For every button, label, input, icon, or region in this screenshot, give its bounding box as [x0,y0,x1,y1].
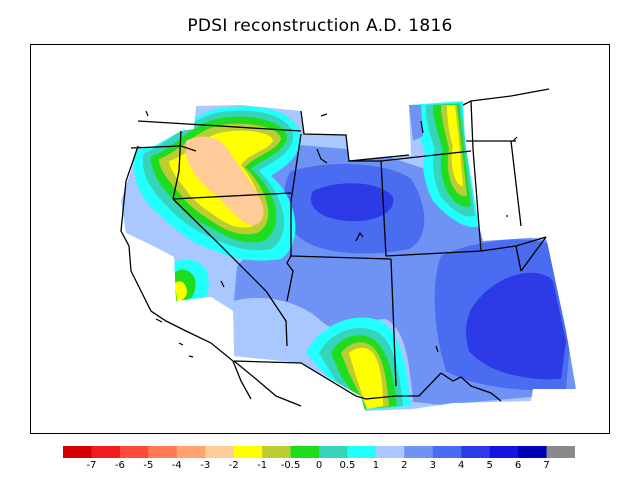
legend-swatch [518,446,548,458]
legend-swatch [319,446,348,458]
legend-tick-label: 4 [458,460,465,471]
legend-tick-label: -3 [200,460,211,471]
legend-swatch [91,446,121,458]
legend-swatch [375,446,405,458]
legend-swatches [63,446,575,458]
legend-tick-label: 7 [543,460,550,471]
legend-tick-label: 3 [429,460,436,471]
legend-tick-label: 1 [372,460,380,471]
color-legend-ticks: -7 -6 -5 -4 -3 -2 -1 -0.5 0 0.5 1 2 3 4 5 6 7 [63,460,575,474]
map-title: PDSI reconstruction A.D. 1816 [187,16,453,36]
legend-swatch [290,446,320,458]
legend-tick-label: 2 [401,460,408,471]
legend-swatch [148,446,178,458]
legend-tick-label: -7 [86,460,97,471]
legend-swatch [233,446,263,458]
state-boundaries [120,88,550,407]
legend-swatch [489,446,519,458]
legend-swatch [176,446,206,458]
legend-swatch [262,446,292,458]
color-legend-bar [63,446,575,458]
legend-tick-label: -6 [114,460,125,471]
legend-tick-label: -4 [171,460,182,471]
legend-tick-label: 0 [315,460,323,471]
legend-tick-label: 5 [486,460,493,471]
legend-tick-label: -2 [228,460,239,471]
legend-tick-label: 6 [514,460,522,471]
pdsi-map [120,88,576,411]
legend-swatch [461,446,491,458]
map-panel [30,44,610,434]
legend-swatch [205,446,235,458]
pdsi-field [121,101,576,411]
legend-swatch [119,446,149,458]
legend-tick-label: 0.5 [339,460,356,471]
legend-swatch [546,446,575,458]
legend-tick-label: -0.5 [280,460,301,471]
legend-tick-label: -5 [143,460,154,471]
legend-swatch [404,446,434,458]
lakes [145,110,518,358]
legend-tick-label: -1 [257,460,268,471]
legend-swatch [63,446,92,458]
legend-swatch [347,446,377,458]
legend-swatch [432,446,462,458]
